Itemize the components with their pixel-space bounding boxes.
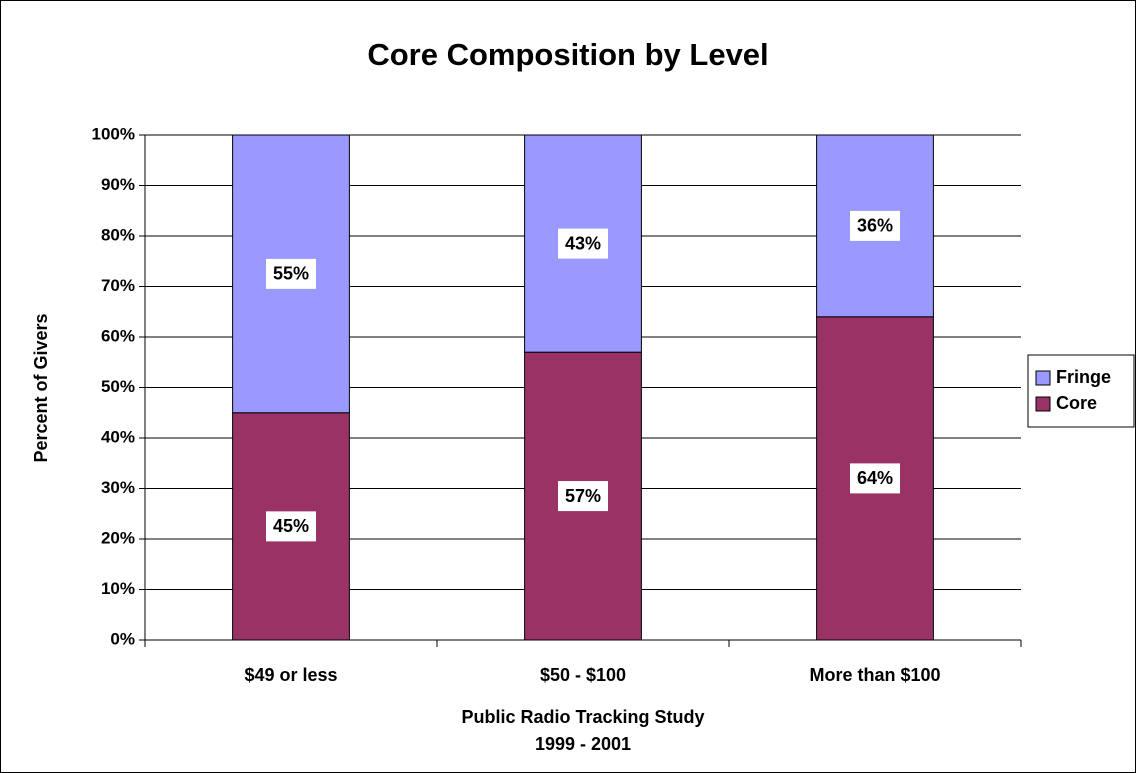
legend-label: Core [1056, 393, 1097, 413]
y-tick-label: 20% [101, 528, 135, 547]
legend-label: Fringe [1056, 367, 1111, 387]
y-tick-label: 70% [101, 276, 135, 295]
data-label: 36% [857, 216, 893, 236]
y-tick-label: 100% [92, 124, 135, 143]
data-label: 45% [273, 516, 309, 536]
y-tick-label: 50% [101, 377, 135, 396]
bar-segment [232, 134, 350, 414]
legend-swatch [1035, 396, 1051, 412]
chart-title: Core Composition by Level [367, 37, 768, 72]
data-label: 55% [273, 264, 309, 284]
y-tick-label: 90% [101, 175, 135, 194]
label-bg [558, 228, 608, 259]
y-tick-label: 30% [101, 478, 135, 497]
x-tick-label: $49 or less [244, 665, 337, 685]
x-axis-title: 1999 - 2001 [535, 734, 631, 754]
legend-swatch [1035, 370, 1051, 386]
y-tick-label: 0% [110, 629, 135, 648]
y-axis-title: Percent of Givers [31, 313, 51, 462]
data-label: 43% [565, 233, 601, 253]
y-tick-label: 80% [101, 225, 135, 244]
label-bg [266, 258, 316, 289]
label-bg [266, 511, 316, 542]
x-tick-label: More than $100 [809, 665, 940, 685]
label-bg [850, 210, 900, 241]
legend-box [1027, 354, 1135, 428]
data-label: 64% [857, 468, 893, 488]
x-tick-label: $50 - $100 [540, 665, 626, 685]
x-axis-title: Public Radio Tracking Study [461, 707, 704, 727]
y-tick-label: 40% [101, 427, 135, 446]
y-tick-label: 60% [101, 326, 135, 345]
y-tick-label: 10% [101, 579, 135, 598]
data-label: 57% [565, 486, 601, 506]
label-bg [558, 481, 608, 512]
label-bg [850, 463, 900, 494]
